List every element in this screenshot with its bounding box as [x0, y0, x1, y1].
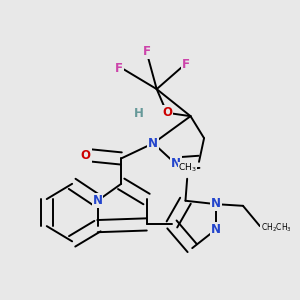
- Text: F: F: [182, 58, 190, 71]
- Text: N: N: [211, 196, 221, 210]
- Text: F: F: [115, 61, 123, 75]
- Text: CH$_3$: CH$_3$: [178, 162, 196, 174]
- Text: O: O: [163, 106, 172, 118]
- Text: H: H: [134, 107, 144, 120]
- Text: N: N: [211, 223, 221, 236]
- Text: F: F: [143, 45, 151, 58]
- Text: O: O: [81, 148, 91, 162]
- Text: N: N: [92, 194, 103, 207]
- Text: N: N: [148, 137, 158, 150]
- Text: CH$_2$CH$_3$: CH$_2$CH$_3$: [261, 221, 292, 234]
- Text: N: N: [171, 157, 181, 170]
